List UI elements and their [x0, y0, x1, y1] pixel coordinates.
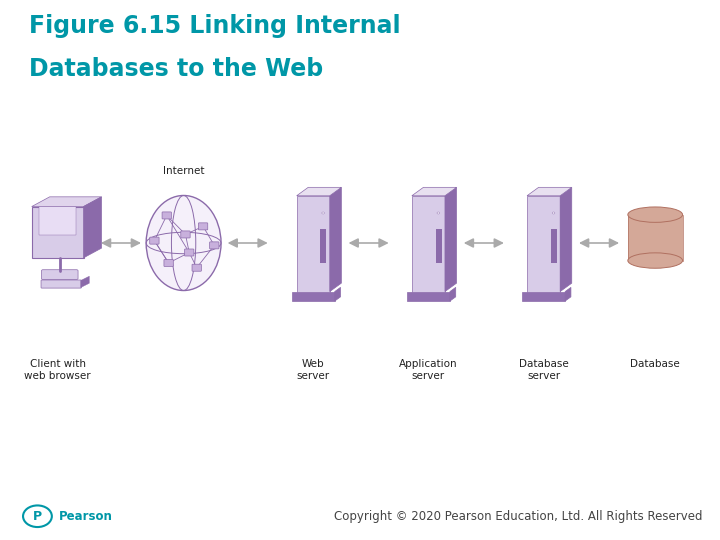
FancyBboxPatch shape	[41, 280, 81, 288]
Ellipse shape	[628, 207, 683, 222]
FancyBboxPatch shape	[162, 212, 171, 219]
FancyBboxPatch shape	[181, 231, 190, 238]
Polygon shape	[297, 187, 341, 195]
Text: Client with
web browser: Client with web browser	[24, 359, 91, 381]
Circle shape	[23, 505, 52, 527]
FancyBboxPatch shape	[412, 195, 445, 292]
FancyBboxPatch shape	[292, 292, 335, 301]
FancyBboxPatch shape	[210, 242, 219, 249]
Text: Web
server: Web server	[297, 359, 330, 381]
FancyBboxPatch shape	[407, 292, 450, 301]
Text: Internet: Internet	[163, 165, 204, 176]
FancyBboxPatch shape	[42, 269, 78, 279]
Polygon shape	[335, 287, 341, 301]
Text: Database
server: Database server	[518, 359, 569, 381]
FancyBboxPatch shape	[192, 264, 202, 271]
FancyBboxPatch shape	[39, 203, 76, 234]
Polygon shape	[445, 187, 456, 292]
Polygon shape	[560, 187, 572, 292]
Polygon shape	[32, 197, 102, 206]
Text: P: P	[33, 510, 42, 523]
Text: Pearson: Pearson	[59, 510, 113, 523]
Text: Database: Database	[630, 359, 680, 369]
FancyBboxPatch shape	[527, 195, 560, 292]
FancyBboxPatch shape	[184, 249, 194, 256]
FancyBboxPatch shape	[320, 230, 326, 263]
Polygon shape	[412, 187, 456, 195]
Circle shape	[552, 212, 555, 214]
FancyBboxPatch shape	[199, 223, 208, 230]
Polygon shape	[450, 287, 456, 301]
Text: Application
server: Application server	[399, 359, 458, 381]
Bar	[628, 214, 683, 260]
FancyBboxPatch shape	[297, 195, 330, 292]
Polygon shape	[330, 187, 341, 292]
Text: Figure 6.15 Linking Internal: Figure 6.15 Linking Internal	[29, 14, 400, 37]
FancyBboxPatch shape	[522, 292, 565, 301]
Polygon shape	[84, 197, 102, 258]
Polygon shape	[527, 187, 572, 195]
Circle shape	[437, 212, 440, 214]
FancyBboxPatch shape	[551, 230, 557, 263]
Ellipse shape	[146, 195, 221, 291]
FancyBboxPatch shape	[436, 230, 441, 263]
Polygon shape	[565, 287, 571, 301]
FancyBboxPatch shape	[32, 206, 84, 258]
Circle shape	[322, 212, 325, 214]
Text: Copyright © 2020 Pearson Education, Ltd. All Rights Reserved: Copyright © 2020 Pearson Education, Ltd.…	[333, 510, 702, 523]
FancyBboxPatch shape	[150, 237, 159, 244]
Ellipse shape	[628, 253, 683, 268]
Text: Databases to the Web: Databases to the Web	[29, 57, 323, 80]
Polygon shape	[81, 276, 89, 287]
FancyBboxPatch shape	[164, 259, 174, 266]
